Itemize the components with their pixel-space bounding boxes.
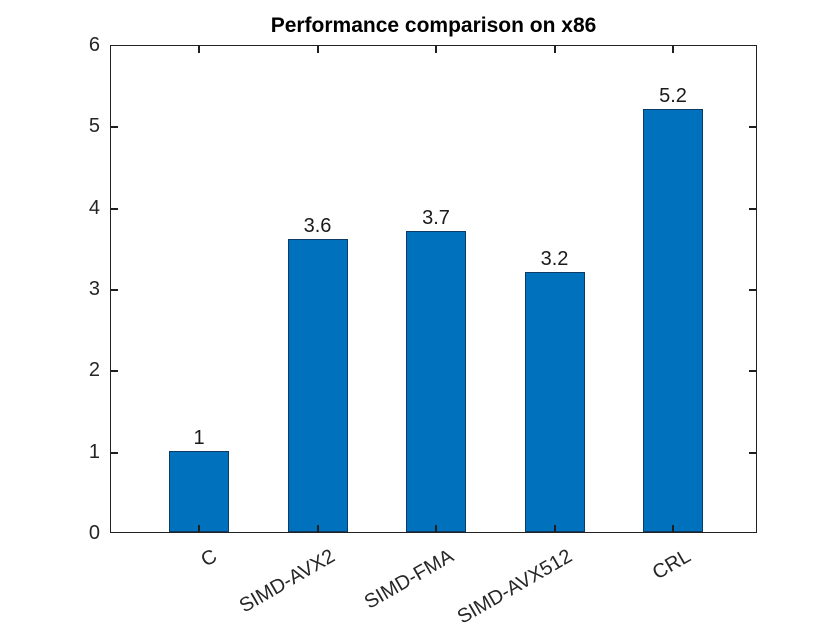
bar-simd-avx2 [287, 239, 348, 532]
y-tick-label-6: 6 [88, 34, 100, 56]
x-tick [316, 525, 319, 532]
plot-area: 1 3.6 3.7 3.2 5.2 [110, 45, 757, 533]
y-tick [111, 370, 118, 373]
x-tick [198, 46, 200, 53]
chart-title: Performance comparison on x86 [270, 14, 597, 37]
x-tick-label-simd-avx512: SIMD-AVX512 [453, 545, 576, 629]
y-tick [749, 451, 756, 454]
bar-value-label-c: 1 [193, 426, 205, 449]
y-tick [749, 126, 756, 129]
y-tick-label-3: 3 [88, 278, 100, 300]
bar-value-label-simd-fma: 3.7 [422, 207, 450, 230]
x-tick [553, 525, 556, 532]
y-tick [111, 207, 118, 210]
y-tick [111, 126, 118, 129]
bar-crl [643, 109, 703, 532]
x-tick [435, 525, 437, 532]
y-tick [111, 289, 118, 291]
x-tick [553, 46, 556, 53]
x-tick [198, 525, 200, 532]
bar-simd-fma [406, 231, 466, 532]
y-tick [749, 370, 756, 373]
x-tick-label-simd-avx2: SIMD-AVX2 [235, 545, 339, 618]
x-tick [672, 46, 674, 53]
bar-value-label-simd-avx2: 3.6 [303, 215, 332, 238]
y-tick-label-0: 0 [88, 522, 100, 544]
y-tick-label-5: 5 [88, 115, 100, 138]
y-tick-label-2: 2 [88, 359, 100, 382]
bar-value-label-crl: 5.2 [659, 85, 687, 108]
bar-value-label-simd-avx512: 3.2 [540, 247, 569, 270]
y-tick-label-4: 4 [88, 196, 100, 219]
x-tick-label-simd-fma: SIMD-FMA [360, 545, 458, 614]
y-tick [749, 207, 756, 210]
x-tick [672, 525, 674, 532]
y-tick-label-1: 1 [88, 440, 100, 463]
x-tick-label-crl: CRL [648, 545, 695, 585]
x-tick-label-c: C [196, 545, 221, 572]
x-tick [316, 46, 319, 53]
bar-c [169, 450, 229, 532]
x-tick [435, 46, 437, 53]
y-tick [749, 289, 756, 291]
bar-simd-avx512 [524, 271, 585, 532]
y-tick [111, 451, 118, 454]
